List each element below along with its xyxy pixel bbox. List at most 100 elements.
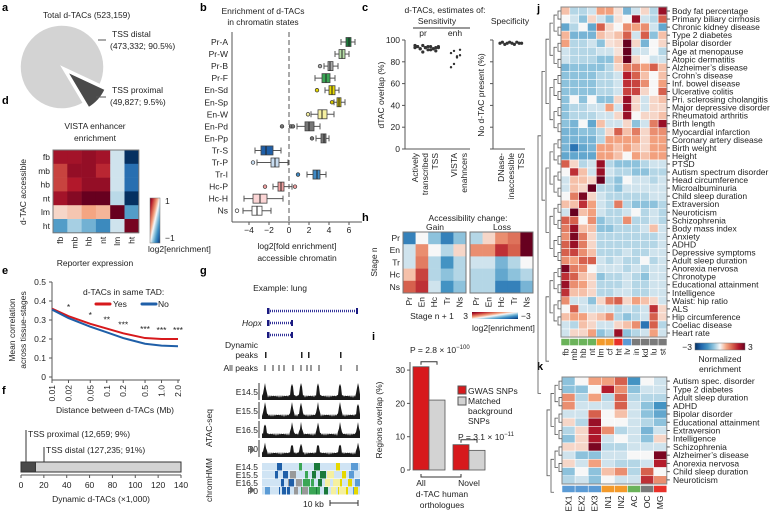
heatmap-cell bbox=[604, 304, 615, 314]
heatmap-cell bbox=[578, 167, 588, 177]
heatmap-cell bbox=[604, 232, 615, 241]
heatmap-cell bbox=[622, 55, 632, 64]
heatmap-cell bbox=[640, 442, 654, 452]
col-label: fb bbox=[560, 348, 570, 355]
heatmap-cell bbox=[614, 475, 628, 485]
col-label: IN2 bbox=[616, 495, 626, 509]
y-tick-label: 0 bbox=[395, 144, 400, 154]
heatmap-cell bbox=[613, 280, 624, 290]
heatmap-cell bbox=[601, 384, 615, 394]
column-group-swatch bbox=[653, 485, 668, 493]
x-axis-label: Stage n + 1 bbox=[410, 311, 454, 321]
heatmap-cell bbox=[587, 71, 597, 80]
heatmap-cell bbox=[631, 38, 641, 48]
heatmap-cell bbox=[613, 14, 624, 24]
heatmap-cell bbox=[631, 208, 641, 217]
heatmap-cell bbox=[560, 159, 571, 169]
heatmap-cell bbox=[613, 208, 624, 217]
heatmap-cell bbox=[649, 256, 659, 265]
row-label: Bipolar disorder bbox=[672, 38, 732, 48]
heatmap-cell bbox=[574, 450, 589, 460]
heatmap-cell bbox=[631, 175, 641, 185]
significance-marker: *** bbox=[118, 319, 129, 329]
row-label: Type 2 diabetes bbox=[673, 384, 733, 394]
row-label: Birth length bbox=[672, 119, 715, 129]
colorbar bbox=[149, 197, 161, 244]
legend-swatch-background bbox=[457, 396, 467, 406]
col-label: IN1 bbox=[603, 495, 613, 509]
colorbar-min: −1 bbox=[165, 233, 175, 243]
col-label: nt bbox=[98, 236, 108, 244]
heatmap-cell bbox=[640, 409, 654, 419]
row-label: Crohn’s disease bbox=[672, 70, 733, 80]
chromhmm-segment bbox=[339, 487, 346, 495]
heatmap-cell bbox=[613, 38, 624, 48]
segment-label: TSS distal (127,235; 91%) bbox=[46, 445, 145, 455]
heatmap-cell bbox=[627, 376, 641, 386]
track-label: All peaks bbox=[224, 363, 259, 373]
line-series-no bbox=[51, 308, 179, 348]
heatmap-cell bbox=[657, 232, 668, 241]
heatmap-cell bbox=[622, 127, 632, 137]
heatmap-cell bbox=[657, 71, 668, 80]
panel-label-a: a bbox=[2, 2, 9, 14]
peak bbox=[356, 365, 358, 371]
heatmap-cell bbox=[657, 199, 668, 209]
heatmap-cell bbox=[67, 163, 82, 178]
heatmap-cell bbox=[604, 71, 615, 80]
chromhmm-segment bbox=[342, 471, 346, 479]
heatmap-cell bbox=[569, 288, 579, 298]
row-label: Birth weight bbox=[672, 143, 717, 153]
heatmap-cell bbox=[578, 280, 588, 290]
dendrogram-branch bbox=[558, 380, 562, 390]
heatmap-cell bbox=[560, 151, 571, 161]
col-label: Pr bbox=[404, 297, 414, 306]
heatmap-cell bbox=[640, 151, 650, 161]
heatmap-cell bbox=[578, 143, 588, 153]
heatmap-cell bbox=[640, 376, 654, 386]
colorbar bbox=[694, 342, 746, 351]
heatmap-cell bbox=[569, 111, 579, 120]
x-axis-label: d-TAC human bbox=[416, 489, 469, 499]
heatmap-cell bbox=[631, 183, 641, 193]
heatmap-cell bbox=[560, 248, 571, 257]
chart-title: enrichment bbox=[74, 133, 117, 143]
heatmap-cell bbox=[67, 150, 82, 165]
heatmap-cell bbox=[596, 328, 606, 338]
heatmap-cell bbox=[601, 442, 615, 452]
row-label: Head circumference bbox=[672, 175, 748, 185]
heatmap-cell bbox=[596, 304, 606, 314]
x-tick-label: 0 bbox=[287, 225, 292, 235]
chromhmm-segment bbox=[280, 487, 282, 495]
heatmap-cell bbox=[569, 304, 579, 314]
row-label: Inf. bowel disease bbox=[672, 78, 740, 88]
heatmap-cell bbox=[640, 288, 650, 298]
peak bbox=[306, 365, 308, 371]
heatmap-cell bbox=[631, 216, 641, 225]
heatmap-cell bbox=[95, 219, 111, 234]
heatmap-cell bbox=[596, 320, 606, 330]
heatmap-cell bbox=[640, 119, 650, 128]
y-axis-label: Mean correlation bbox=[7, 298, 17, 362]
bar-segment-tss-distal bbox=[34, 461, 182, 473]
outlier-point bbox=[305, 112, 311, 117]
heatmap-cell bbox=[657, 95, 668, 104]
y-tick-label: 0.5 bbox=[34, 277, 46, 287]
heatmap-cell bbox=[613, 304, 624, 314]
data-point-pr bbox=[423, 46, 427, 50]
heatmap-cell bbox=[657, 159, 668, 169]
heatmap-cell bbox=[596, 103, 606, 112]
dendrogram-branch bbox=[558, 397, 562, 407]
y-axis-label: Stage n bbox=[369, 247, 379, 277]
x-axis-label: orthologues bbox=[420, 500, 464, 510]
y-tick-label: 20 bbox=[391, 122, 401, 132]
heatmap-cell bbox=[587, 384, 602, 394]
heatmap-cell bbox=[613, 256, 624, 265]
heatmap-cell bbox=[596, 151, 606, 161]
slice-label: TSS proximal bbox=[112, 85, 163, 95]
heatmap-cell bbox=[649, 14, 659, 24]
heatmap-cell bbox=[640, 296, 650, 306]
heatmap-cell bbox=[403, 244, 416, 257]
heatmap-cell bbox=[569, 280, 579, 290]
heatmap-cell bbox=[614, 384, 628, 394]
